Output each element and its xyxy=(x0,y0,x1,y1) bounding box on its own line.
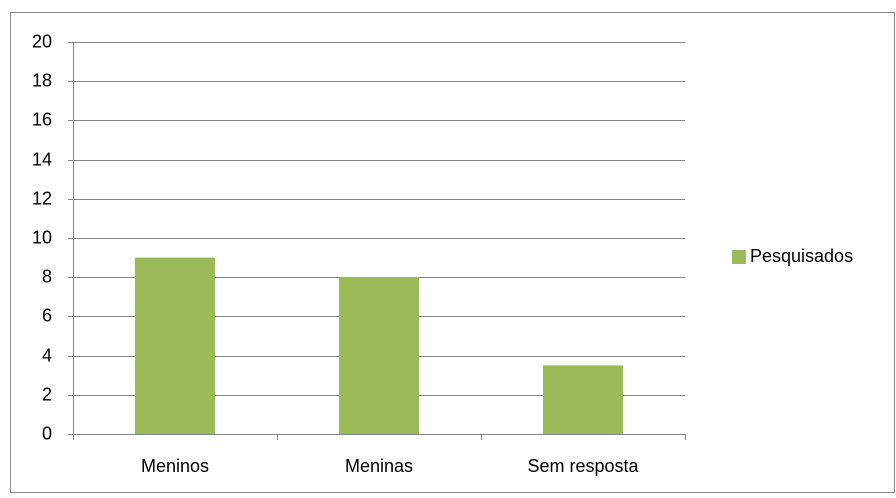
x-tick-label: Sem resposta xyxy=(527,456,639,476)
bar xyxy=(543,365,623,434)
y-tick-label: 6 xyxy=(42,305,52,325)
legend-label: Pesquisados xyxy=(750,246,853,266)
y-tick-label: 16 xyxy=(32,109,52,129)
y-tick-label: 10 xyxy=(32,227,52,247)
y-tick-label: 20 xyxy=(32,31,52,51)
bar xyxy=(135,257,215,434)
x-tick-label: Meninos xyxy=(141,456,209,476)
y-tick-label: 0 xyxy=(42,423,52,443)
legend-swatch xyxy=(732,250,746,264)
y-tick-label: 14 xyxy=(32,149,52,169)
y-tick-label: 18 xyxy=(32,70,52,90)
y-tick-label: 2 xyxy=(42,384,52,404)
bar xyxy=(339,277,419,434)
x-tick-label: Meninas xyxy=(345,456,413,476)
y-tick-label: 12 xyxy=(32,188,52,208)
y-tick-label: 4 xyxy=(42,345,52,365)
y-tick-label: 8 xyxy=(42,266,52,286)
